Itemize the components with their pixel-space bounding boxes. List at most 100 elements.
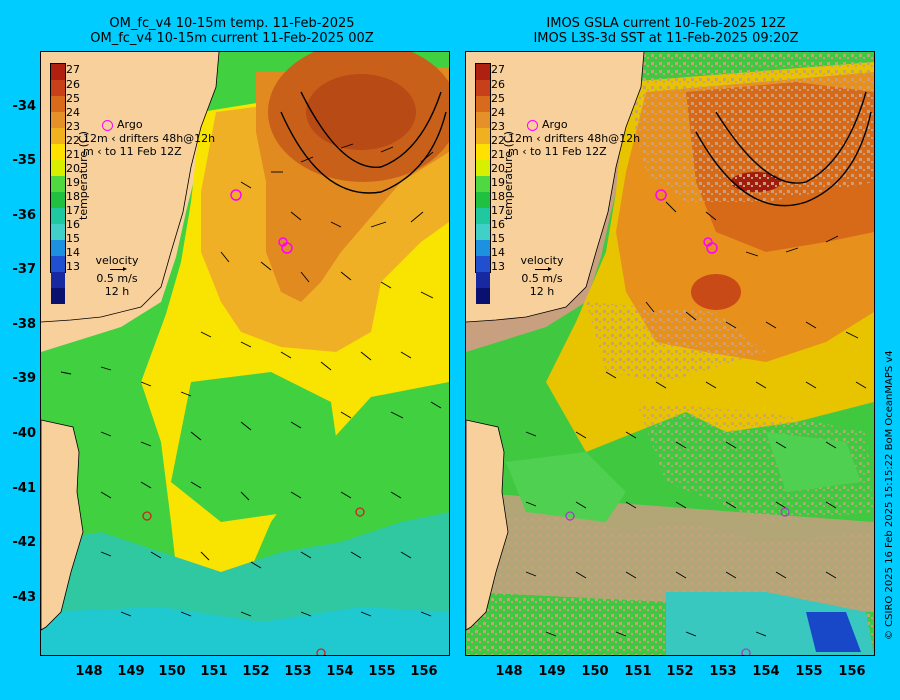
- velocity-label: velocity: [520, 254, 564, 267]
- velocity-label: velocity: [95, 254, 139, 267]
- cb-label: 27: [66, 63, 80, 76]
- cb-swatch: [51, 288, 65, 304]
- cb-label: 21: [491, 148, 505, 161]
- cb-swatch: [51, 176, 65, 192]
- cb-label: 20: [66, 162, 80, 175]
- velocity-speed: 0.5 m/s: [521, 272, 563, 285]
- lat-tick: -41: [12, 481, 37, 496]
- lat-tick: -40: [12, 426, 37, 441]
- legend-argo: Argo: [102, 118, 143, 131]
- lon-tick: 153: [709, 664, 737, 679]
- lon-tick: 150: [581, 664, 609, 679]
- cb-swatch: [51, 272, 65, 288]
- cb-label: 15: [66, 232, 80, 245]
- left-title: OM_fc_v4 10-15m temp. 11-Feb-2025 OM_fc_…: [17, 16, 447, 46]
- sst-map-graphic: [466, 52, 874, 655]
- cb-label: 20: [491, 162, 505, 175]
- velocity-arrow-icon: [110, 267, 127, 271]
- mainland: [466, 52, 644, 322]
- drifter-marker: [780, 507, 790, 517]
- argo-circle-icon: [102, 119, 113, 131]
- colorbar: [475, 63, 491, 304]
- lon-tick: 151: [200, 664, 228, 679]
- cb-swatch: [51, 256, 65, 272]
- cb-label: 17: [491, 204, 505, 217]
- cb-label: 14: [491, 246, 505, 259]
- legend-to: m ‹ to 11 Feb 12Z: [83, 145, 182, 158]
- cb-label: 27: [491, 63, 505, 76]
- lon-tick: 149: [538, 664, 566, 679]
- cb-label: 13: [66, 260, 80, 273]
- drifter-marker: [565, 511, 575, 521]
- cb-label: 22: [491, 134, 505, 147]
- cb-label: 25: [491, 92, 505, 105]
- cb-label: 18: [491, 190, 505, 203]
- cb-label: 13: [491, 260, 505, 273]
- drifter-marker: [142, 511, 152, 521]
- cb-label: 16: [66, 218, 80, 231]
- legend-to: m ‹ to 11 Feb 12Z: [508, 145, 607, 158]
- cb-swatch: [51, 144, 65, 160]
- cb-swatch: [51, 80, 65, 96]
- model-temperature-map[interactable]: 27 26 25 24 23 22 21 20 19 18 17 16 15 1…: [40, 51, 450, 656]
- left-title-line2: OM_fc_v4 10-15m current 11-Feb-2025 00Z: [90, 31, 374, 46]
- lon-tick: 150: [158, 664, 186, 679]
- cb-label: 14: [66, 246, 80, 259]
- lat-tick: -42: [12, 535, 37, 550]
- cb-label: 25: [66, 92, 80, 105]
- lon-tick: 154: [326, 664, 354, 679]
- cb-label: 26: [491, 78, 505, 91]
- current-vectors: [60, 91, 447, 617]
- colorbar: [50, 63, 66, 304]
- mainland: [41, 52, 219, 322]
- lon-tick: 156: [838, 664, 866, 679]
- cb-label: 23: [66, 120, 80, 133]
- velocity-speed: 0.5 m/s: [96, 272, 138, 285]
- satellite-sst-map[interactable]: 27 26 25 24 23 22 21 20 19 18 17 16 15 1…: [465, 51, 875, 656]
- cb-swatch: [51, 192, 65, 208]
- tasmania: [41, 419, 84, 631]
- lon-tick: 155: [368, 664, 396, 679]
- lon-tick: 153: [284, 664, 312, 679]
- lon-tick: 148: [75, 664, 103, 679]
- cb-swatch: [51, 240, 65, 256]
- cb-swatch: [51, 64, 65, 80]
- model-map-graphic: [41, 52, 449, 655]
- lon-tick: 152: [666, 664, 694, 679]
- cb-label: 19: [491, 176, 505, 189]
- velocity-arrow-icon: [535, 267, 552, 271]
- cb-swatch: [51, 160, 65, 176]
- legend-drifters: 12m ‹ drifters 48h@12h: [508, 132, 641, 145]
- cb-swatch: [51, 96, 65, 112]
- cb-label: 22: [66, 134, 80, 147]
- cb-label: 24: [66, 106, 80, 119]
- cb-label: 26: [66, 78, 80, 91]
- cb-label: 21: [66, 148, 80, 161]
- argo-marker: [230, 189, 242, 201]
- argo-marker: [706, 242, 718, 254]
- left-title-line1: OM_fc_v4 10-15m temp. 11-Feb-2025: [109, 16, 355, 31]
- lat-tick: -36: [12, 208, 37, 223]
- lat-tick: -34: [12, 99, 37, 114]
- legend-argo: Argo: [527, 118, 568, 131]
- cb-label: 24: [491, 106, 505, 119]
- lon-tick: 148: [495, 664, 523, 679]
- velocity-key: velocity 0.5 m/s 12 h: [516, 254, 568, 298]
- lon-tick: 149: [117, 664, 145, 679]
- tasmania: [466, 419, 509, 631]
- lat-tick: -39: [12, 371, 37, 386]
- lon-tick: 151: [624, 664, 652, 679]
- lon-tick: 152: [242, 664, 270, 679]
- cb-label: 23: [491, 120, 505, 133]
- cb-swatch: [51, 224, 65, 240]
- cb-label: 16: [491, 218, 505, 231]
- drifter-marker: [355, 507, 365, 517]
- velocity-duration: 12 h: [104, 285, 130, 298]
- lon-tick: 155: [795, 664, 823, 679]
- cb-label: 17: [66, 204, 80, 217]
- argo-marker: [655, 189, 667, 201]
- drifter-marker: [316, 648, 326, 655]
- cb-label: 15: [491, 232, 505, 245]
- velocity-key: velocity 0.5 m/s 12 h: [91, 254, 143, 298]
- lon-tick: 156: [410, 664, 438, 679]
